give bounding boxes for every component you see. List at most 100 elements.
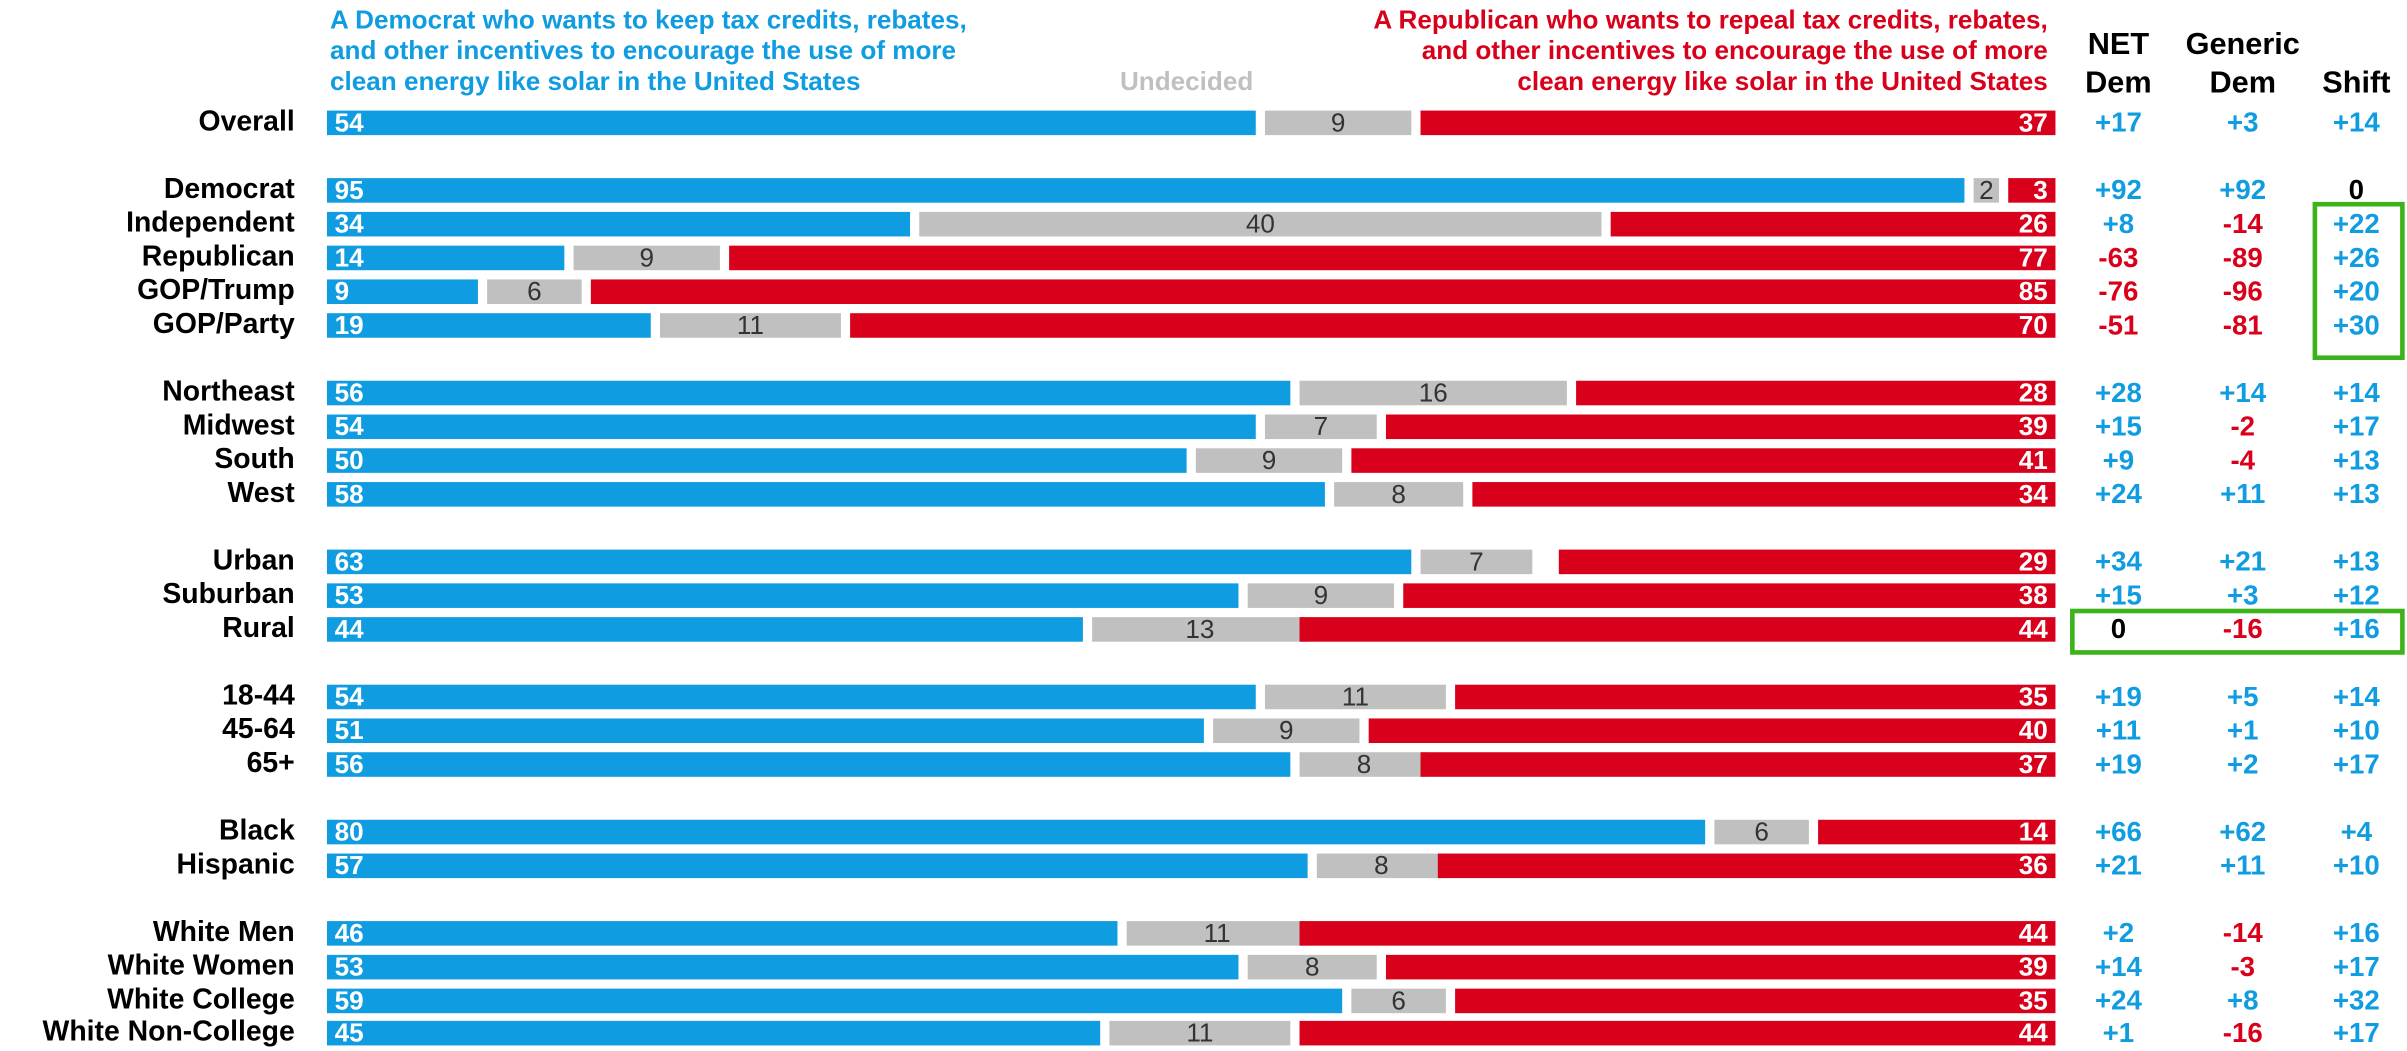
- value-label: 44: [2019, 918, 2049, 948]
- value-label: 70: [2019, 310, 2048, 340]
- table-value: +17: [2095, 107, 2142, 138]
- value-label: 8: [1357, 749, 1372, 779]
- value-label: 11: [1186, 1018, 1213, 1048]
- bar-segment: [326, 752, 1291, 777]
- bar-segment: [1368, 718, 2056, 744]
- table-value: +66: [2095, 816, 2142, 847]
- bar-segment: [1299, 380, 1567, 406]
- value-label: 54: [335, 411, 365, 441]
- bar-segment: [1264, 110, 1412, 136]
- value-label: 28: [2019, 377, 2048, 407]
- table-value: +17: [2333, 411, 2380, 442]
- table-value: +14: [2333, 377, 2380, 408]
- bar-segment: [1334, 482, 1464, 507]
- bar-segment: [1316, 853, 1446, 879]
- legend-label: clean energy like solar in the United St…: [1517, 66, 2047, 96]
- table-value: -14: [2223, 917, 2264, 948]
- table-value: +10: [2333, 850, 2380, 881]
- category-label: 45-64: [222, 713, 295, 745]
- bar-segment: [1299, 752, 1429, 777]
- bar-segment: [1092, 617, 1308, 642]
- value-label: 45: [335, 1018, 364, 1048]
- value-label: 56: [335, 749, 364, 779]
- table-value: +21: [2219, 546, 2266, 577]
- value-label: 77: [2019, 242, 2048, 272]
- table-value: 0: [2111, 613, 2126, 644]
- value-label: 85: [2019, 276, 2048, 306]
- category-label: Democrat: [164, 173, 295, 205]
- table-value: +92: [2095, 174, 2142, 205]
- value-label: 37: [2019, 107, 2048, 137]
- table-value: -16: [2223, 613, 2263, 644]
- table-value: +8: [2103, 208, 2135, 239]
- table-value: +10: [2333, 715, 2380, 746]
- bar-segment: [1247, 954, 1377, 980]
- table-value: +62: [2219, 816, 2266, 847]
- table-value: -3: [2230, 951, 2255, 982]
- table-value: +1: [2227, 715, 2259, 746]
- bar-segment: [1299, 617, 2056, 642]
- legend-label: A Republican who wants to repeal tax cre…: [1373, 4, 2047, 34]
- bar-segment: [326, 313, 651, 338]
- table-value: +9: [2103, 444, 2135, 475]
- table-value: +34: [2095, 546, 2142, 577]
- bar-segment: [326, 380, 1291, 406]
- table-value: +1: [2103, 1017, 2135, 1048]
- bar-segment: [326, 448, 1187, 473]
- bar-segment: [326, 1020, 1101, 1046]
- table-value: +32: [2333, 985, 2380, 1016]
- value-label: 40: [1246, 209, 1275, 239]
- value-label: 2: [1979, 175, 1994, 205]
- category-label: Northeast: [162, 376, 295, 408]
- bar-segment: [1299, 921, 2056, 946]
- category-label: Rural: [222, 612, 295, 644]
- column-header: Dem: [2209, 65, 2276, 100]
- bar-segment: [573, 245, 720, 271]
- bar-segment: [1472, 482, 2056, 507]
- table-value: +16: [2333, 613, 2380, 644]
- column-header: Dem: [2085, 65, 2152, 100]
- bar-segment: [326, 279, 478, 304]
- bar-segment: [2008, 178, 2056, 203]
- bar-segment: [326, 245, 565, 271]
- value-label: 56: [335, 377, 364, 407]
- highlight-box: [2312, 201, 2405, 361]
- value-label: 6: [527, 276, 542, 306]
- table-value: +30: [2333, 309, 2380, 340]
- category-label: Black: [219, 815, 295, 847]
- legend-label: Undecided: [1120, 66, 1253, 96]
- table-value: +4: [2341, 816, 2373, 847]
- value-label: 35: [2019, 985, 2048, 1015]
- legend-label: clean energy like solar in the United St…: [330, 66, 860, 96]
- table-value: +2: [2103, 917, 2135, 948]
- table-value: +11: [2096, 715, 2141, 746]
- value-label: 95: [335, 175, 364, 205]
- value-label: 9: [1279, 715, 1294, 745]
- table-value: +17: [2333, 1017, 2380, 1048]
- table-value: +13: [2333, 478, 2380, 509]
- bar-segment: [326, 549, 1412, 575]
- value-label: 9: [1262, 445, 1277, 475]
- bar-segment: [326, 414, 1256, 440]
- bar-segment: [1385, 954, 2056, 980]
- value-label: 41: [2019, 445, 2048, 475]
- table-value: -89: [2223, 242, 2263, 273]
- table-value: 0: [2349, 174, 2364, 205]
- bar-segment: [326, 954, 1239, 980]
- value-label: 46: [335, 918, 364, 948]
- value-label: 36: [2019, 850, 2048, 880]
- bar-segment: [326, 853, 1308, 879]
- bar-segment: [326, 684, 1256, 710]
- bar-segment: [326, 988, 1343, 1014]
- value-label: 7: [1469, 546, 1484, 576]
- bar-segment: [1385, 414, 2056, 440]
- value-label: 50: [335, 445, 364, 475]
- value-label: 58: [335, 479, 364, 509]
- value-label: 53: [335, 580, 364, 610]
- category-label: White College: [107, 983, 295, 1015]
- table-value: +13: [2333, 546, 2380, 577]
- value-label: 14: [2019, 816, 2049, 846]
- bar-segment: [326, 482, 1325, 507]
- bar-segment: [659, 313, 841, 338]
- value-label: 34: [2019, 479, 2049, 509]
